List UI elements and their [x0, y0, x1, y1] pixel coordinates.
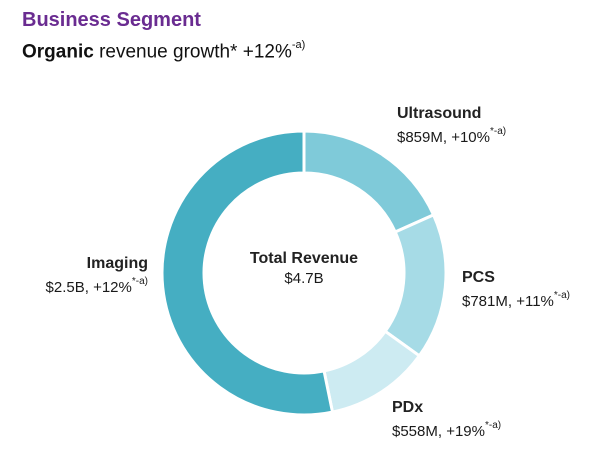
slice-label-imaging: Imaging $2.5B, +12%*-a) [46, 254, 148, 297]
slice-label-name: PCS [462, 269, 495, 286]
slice-label-pdx: PDx $558M, +19%*-a) [392, 398, 501, 441]
chart-header: Business Segment Organic revenue growth*… [22, 8, 582, 64]
chart-title: Business Segment [22, 9, 201, 31]
chart-subtitle: Organic revenue growth* +12%-a) [22, 35, 582, 64]
slice-label-value: $2.5B, +12%*-a) [45, 276, 148, 296]
center-label: Total Revenue $4.7B [224, 249, 384, 288]
slice-label-name: PDx [392, 399, 424, 416]
slice-label-name: Ultrasound [397, 105, 482, 122]
slice-label-value: $859M, +10%*-a) [397, 126, 507, 146]
slice-label-ultrasound: Ultrasound $859M, +10%*-a) [397, 104, 506, 147]
slice-label-pcs: PCS $781M, +11%*-a) [462, 268, 570, 311]
slice-label-value: $558M, +19%*-a) [392, 420, 502, 440]
slice-label-name: Imaging [86, 255, 148, 272]
center-label-title: Total Revenue [249, 250, 359, 267]
subtitle-footnote: -a) [291, 39, 306, 51]
center-label-value: $4.7B [284, 270, 324, 287]
donut-slice-pcs [383, 212, 448, 358]
donut-slice-imaging [160, 129, 335, 417]
slice-label-value: $781M, +11%*-a) [462, 290, 570, 310]
subtitle-bold: Organic [22, 41, 94, 63]
subtitle-text: revenue growth* +12% [93, 41, 292, 63]
